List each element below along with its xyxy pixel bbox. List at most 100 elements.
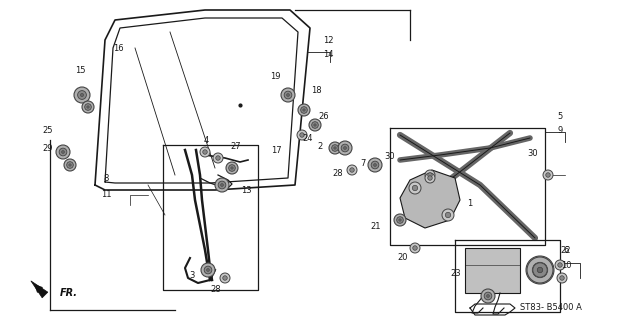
Circle shape — [350, 168, 354, 172]
Circle shape — [216, 156, 220, 160]
Circle shape — [412, 185, 418, 191]
Circle shape — [226, 162, 238, 174]
Circle shape — [298, 104, 310, 116]
Circle shape — [213, 153, 223, 163]
Circle shape — [413, 246, 417, 250]
Text: 18: 18 — [311, 85, 321, 94]
Text: 12: 12 — [323, 36, 333, 44]
Circle shape — [527, 257, 553, 283]
Circle shape — [69, 164, 71, 166]
Circle shape — [347, 165, 357, 175]
Circle shape — [341, 144, 349, 152]
Circle shape — [314, 124, 316, 126]
Circle shape — [303, 109, 305, 111]
Text: 17: 17 — [271, 146, 282, 155]
Text: 15: 15 — [75, 66, 85, 75]
Text: 21: 21 — [371, 221, 382, 230]
Text: 11: 11 — [101, 189, 111, 198]
Circle shape — [343, 147, 347, 149]
Circle shape — [206, 268, 210, 271]
Text: 22: 22 — [561, 245, 571, 254]
Circle shape — [74, 87, 90, 103]
Circle shape — [64, 159, 76, 171]
Text: 28: 28 — [333, 169, 343, 178]
Circle shape — [338, 141, 352, 155]
Circle shape — [410, 243, 420, 253]
Circle shape — [229, 165, 235, 171]
Circle shape — [428, 176, 433, 180]
Text: 10: 10 — [561, 260, 571, 269]
Circle shape — [484, 292, 492, 300]
Circle shape — [311, 122, 318, 128]
Circle shape — [399, 219, 401, 221]
Text: 3: 3 — [189, 271, 195, 281]
Circle shape — [560, 276, 564, 280]
Circle shape — [297, 130, 307, 140]
Circle shape — [223, 276, 227, 280]
Text: 30: 30 — [527, 148, 538, 157]
Text: 7: 7 — [361, 158, 366, 167]
Circle shape — [220, 273, 230, 283]
Circle shape — [425, 170, 435, 180]
Circle shape — [85, 104, 91, 110]
Circle shape — [394, 214, 406, 226]
Circle shape — [82, 101, 94, 113]
Circle shape — [428, 173, 433, 177]
Circle shape — [56, 145, 70, 159]
Circle shape — [87, 106, 89, 108]
Circle shape — [201, 263, 215, 277]
Text: 6: 6 — [563, 245, 569, 254]
Text: 20: 20 — [397, 253, 408, 262]
Circle shape — [538, 268, 543, 273]
Text: 5: 5 — [557, 111, 562, 121]
Text: 9: 9 — [557, 125, 562, 134]
Circle shape — [215, 178, 229, 192]
Circle shape — [200, 147, 210, 157]
Circle shape — [481, 289, 495, 303]
Circle shape — [555, 260, 565, 270]
Text: 27: 27 — [231, 141, 241, 150]
Text: 8: 8 — [103, 173, 109, 182]
Circle shape — [204, 266, 212, 274]
Circle shape — [533, 263, 547, 277]
Text: 13: 13 — [241, 186, 252, 195]
Circle shape — [537, 267, 543, 273]
Polygon shape — [400, 170, 460, 228]
Circle shape — [281, 88, 295, 102]
Circle shape — [301, 107, 307, 113]
Circle shape — [371, 161, 379, 169]
Circle shape — [300, 133, 304, 137]
Text: 23: 23 — [451, 268, 461, 277]
Circle shape — [368, 158, 382, 172]
Circle shape — [526, 256, 554, 284]
Text: 26: 26 — [318, 111, 329, 121]
Text: 2: 2 — [317, 141, 322, 150]
Circle shape — [558, 263, 562, 267]
Text: ST83- B5400 A: ST83- B5400 A — [520, 302, 582, 311]
Circle shape — [397, 217, 403, 223]
Circle shape — [533, 262, 548, 278]
Text: 1: 1 — [468, 198, 473, 207]
Circle shape — [329, 142, 341, 154]
Text: 4: 4 — [203, 135, 209, 145]
Circle shape — [445, 212, 451, 218]
Text: 29: 29 — [43, 143, 54, 153]
Circle shape — [59, 148, 67, 156]
Circle shape — [309, 119, 321, 131]
Circle shape — [334, 147, 336, 149]
Circle shape — [543, 170, 553, 180]
Circle shape — [284, 91, 292, 99]
Circle shape — [557, 273, 567, 283]
Text: 14: 14 — [323, 50, 333, 59]
Circle shape — [442, 209, 454, 221]
Text: FR.: FR. — [60, 288, 78, 298]
Circle shape — [218, 181, 226, 189]
Circle shape — [425, 173, 435, 183]
Text: 19: 19 — [269, 71, 280, 81]
Circle shape — [80, 93, 83, 97]
Text: 24: 24 — [303, 133, 313, 142]
Circle shape — [78, 91, 87, 100]
Circle shape — [231, 167, 233, 169]
Circle shape — [487, 295, 489, 297]
Circle shape — [62, 151, 64, 153]
